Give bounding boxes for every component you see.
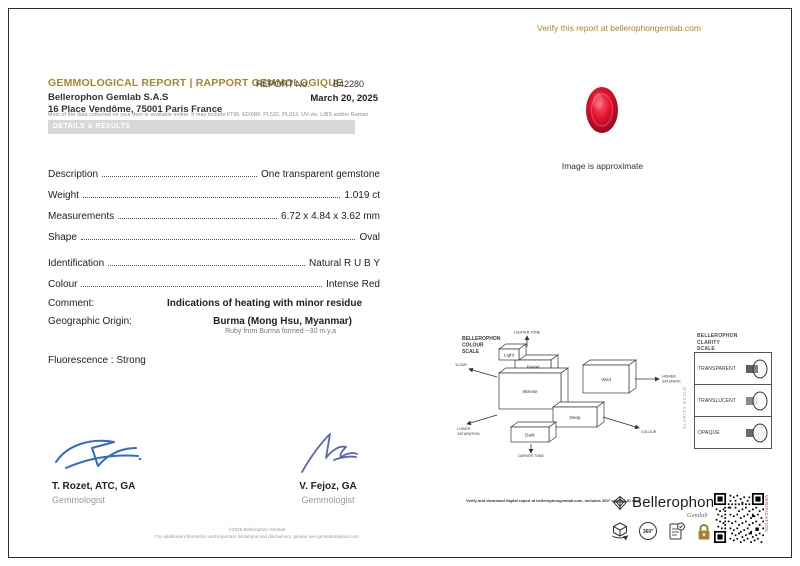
qr-code bbox=[714, 493, 764, 543]
details-table: Description One transparent gemstone Wei… bbox=[48, 159, 380, 290]
svg-text:Pastel: Pastel bbox=[527, 365, 540, 370]
3d-view-icon bbox=[612, 522, 629, 541]
fluorescence-text: Fluorescence : Strong bbox=[48, 355, 146, 366]
detail-row-weight: Weight 1.019 ct bbox=[48, 180, 380, 201]
360-video-icon: 360° bbox=[639, 522, 657, 540]
svg-text:SATURATION: SATURATION bbox=[662, 379, 681, 383]
svg-text:SCALE: SCALE bbox=[462, 349, 480, 355]
lab-address: 16 Place Vendôme, 75001 Paris France bbox=[48, 104, 223, 115]
svg-text:BELLEROPHON: BELLEROPHON bbox=[462, 336, 501, 342]
svg-text:360°: 360° bbox=[643, 529, 653, 535]
detail-label: Shape bbox=[48, 232, 77, 243]
detail-row-shape: Shape Oval bbox=[48, 222, 380, 243]
colour-scale-diagram: BELLEROPHON COLOUR SCALE bbox=[455, 331, 681, 459]
gemmologist-title-1: Gemmologist bbox=[52, 495, 106, 505]
clarity-scale: TRANSPARENT TRANSLUCENT OPAQUE bbox=[694, 352, 772, 449]
svg-text:LOWER: LOWER bbox=[457, 427, 471, 431]
report-header: GEMMOLOGICAL REPORT | RAPPORT GEMMOLOGIQ… bbox=[48, 77, 344, 115]
svg-text:HIGHER: HIGHER bbox=[662, 375, 676, 379]
svg-text:COLOUR: COLOUR bbox=[455, 363, 467, 367]
translucent-stone-icon bbox=[746, 391, 768, 410]
clarity-scale-title: BELLEROPHON CLARITY SCALE bbox=[697, 333, 738, 352]
gemmologist-name-1: T. Rozet, ATC, GA bbox=[52, 481, 136, 492]
origin-label: Geographic Origin: bbox=[48, 316, 132, 327]
detail-label: Weight bbox=[48, 190, 79, 201]
clarity-row-transparent: TRANSPARENT bbox=[694, 352, 772, 385]
svg-text:Vivid: Vivid bbox=[601, 377, 611, 382]
brand-subtitle: Gemlab bbox=[687, 512, 708, 519]
detail-value: One transparent gemstone bbox=[261, 169, 380, 180]
clarity-row-opaque: OPAQUE bbox=[694, 416, 772, 449]
svg-text:Intense: Intense bbox=[522, 389, 538, 394]
svg-text:Dark: Dark bbox=[525, 433, 535, 438]
comment-label: Comment: bbox=[48, 298, 95, 309]
dotted-leader bbox=[118, 218, 278, 219]
dotted-leader bbox=[80, 239, 356, 240]
detail-row-description: Description One transparent gemstone bbox=[48, 159, 380, 180]
feature-icons: 360° bbox=[610, 521, 714, 541]
comment-value: Indications of heating with minor residu… bbox=[166, 298, 362, 309]
svg-text:COLOUR: COLOUR bbox=[462, 343, 484, 349]
detail-value: Natural R U B Y bbox=[309, 258, 380, 269]
copyright-line: ©2025 Bellerophon Gemlab bbox=[228, 527, 286, 532]
report-number-block: REPORT No. B42280 March 20, 2025 bbox=[256, 79, 378, 104]
online-data-note: Most of the data collected on your item … bbox=[48, 112, 369, 118]
disclaimer-line: For additional information and important… bbox=[155, 534, 359, 539]
signature-fejoz bbox=[301, 433, 358, 473]
detail-row-identification: Identification Natural R U B Y bbox=[48, 248, 380, 269]
opaque-stone-icon bbox=[746, 423, 768, 442]
digital-report-note: Verify and download digital report at be… bbox=[466, 498, 641, 503]
report-no-label: REPORT No. bbox=[256, 79, 310, 89]
gemmologist-name-2: V. Fejoz, GA bbox=[299, 481, 357, 492]
report-date: March 20, 2025 bbox=[310, 93, 378, 104]
ruby-photo bbox=[586, 87, 618, 133]
brand-name: Bellerophon bbox=[632, 494, 715, 511]
clarity-side-label: CLARITY SCALE bbox=[682, 386, 687, 430]
dotted-leader bbox=[102, 176, 258, 177]
signature-rozet bbox=[55, 439, 142, 469]
detail-label: Colour bbox=[48, 279, 78, 290]
dotted-leader bbox=[81, 286, 323, 287]
footer-disclaimer: ©2025 Bellerophon Gemlab For additional … bbox=[92, 527, 422, 539]
image-approximate-caption: Image is approximate bbox=[561, 161, 644, 171]
svg-text:SATURATION: SATURATION bbox=[457, 432, 480, 436]
qr-verification-label: VERIFICATION bbox=[764, 495, 769, 533]
gemmologist-title-2: Gemmologist bbox=[301, 495, 355, 505]
transparent-stone-icon bbox=[746, 359, 768, 378]
svg-text:LIGHTER TONE: LIGHTER TONE bbox=[514, 331, 541, 335]
security-lock-icon bbox=[698, 524, 710, 540]
report-no-value: B42280 bbox=[332, 79, 364, 89]
detail-row-measurements: Measurements 6.72 x 4.84 x 3.62 mm bbox=[48, 201, 380, 222]
report-document-icon bbox=[669, 522, 685, 540]
svg-text:Deep: Deep bbox=[570, 415, 581, 420]
verify-link-text: Verify this report at bellerophongemlab.… bbox=[537, 23, 701, 33]
detail-row-colour: Colour Intense Red bbox=[48, 269, 380, 290]
svg-text:Light: Light bbox=[504, 353, 515, 358]
report-title: GEMMOLOGICAL REPORT | RAPPORT GEMMOLOGIQ… bbox=[48, 77, 344, 89]
detail-label: Identification bbox=[48, 258, 105, 269]
detail-value: 1.019 ct bbox=[344, 190, 380, 201]
clarity-row-translucent: TRANSLUCENT bbox=[694, 384, 772, 417]
dotted-leader bbox=[82, 197, 341, 198]
detail-value: Oval bbox=[359, 232, 380, 243]
detail-value: Intense Red bbox=[326, 279, 380, 290]
detail-label: Description bbox=[48, 169, 99, 180]
origin-value: Burma (Mong Hsu, Myanmar) bbox=[213, 316, 352, 327]
origin-note: Ruby from Burma formed ~30 m.y.a bbox=[225, 328, 336, 335]
detail-label: Measurements bbox=[48, 211, 115, 222]
details-results-bar: DETAILS & RESULTS bbox=[48, 120, 355, 134]
gem-logo-icon bbox=[612, 495, 628, 511]
detail-value: 6.72 x 4.84 x 3.62 mm bbox=[281, 211, 380, 222]
comment-block: Comment: Indications of heating with min… bbox=[48, 298, 362, 335]
svg-text:COLOUR: COLOUR bbox=[641, 430, 657, 434]
svg-text:DARKER TONE: DARKER TONE bbox=[518, 454, 544, 458]
dotted-leader bbox=[108, 265, 306, 266]
lab-name: Bellerophon Gemlab S.A.S bbox=[48, 92, 169, 103]
bellerophon-logo: Bellerophon ® bbox=[612, 495, 720, 511]
